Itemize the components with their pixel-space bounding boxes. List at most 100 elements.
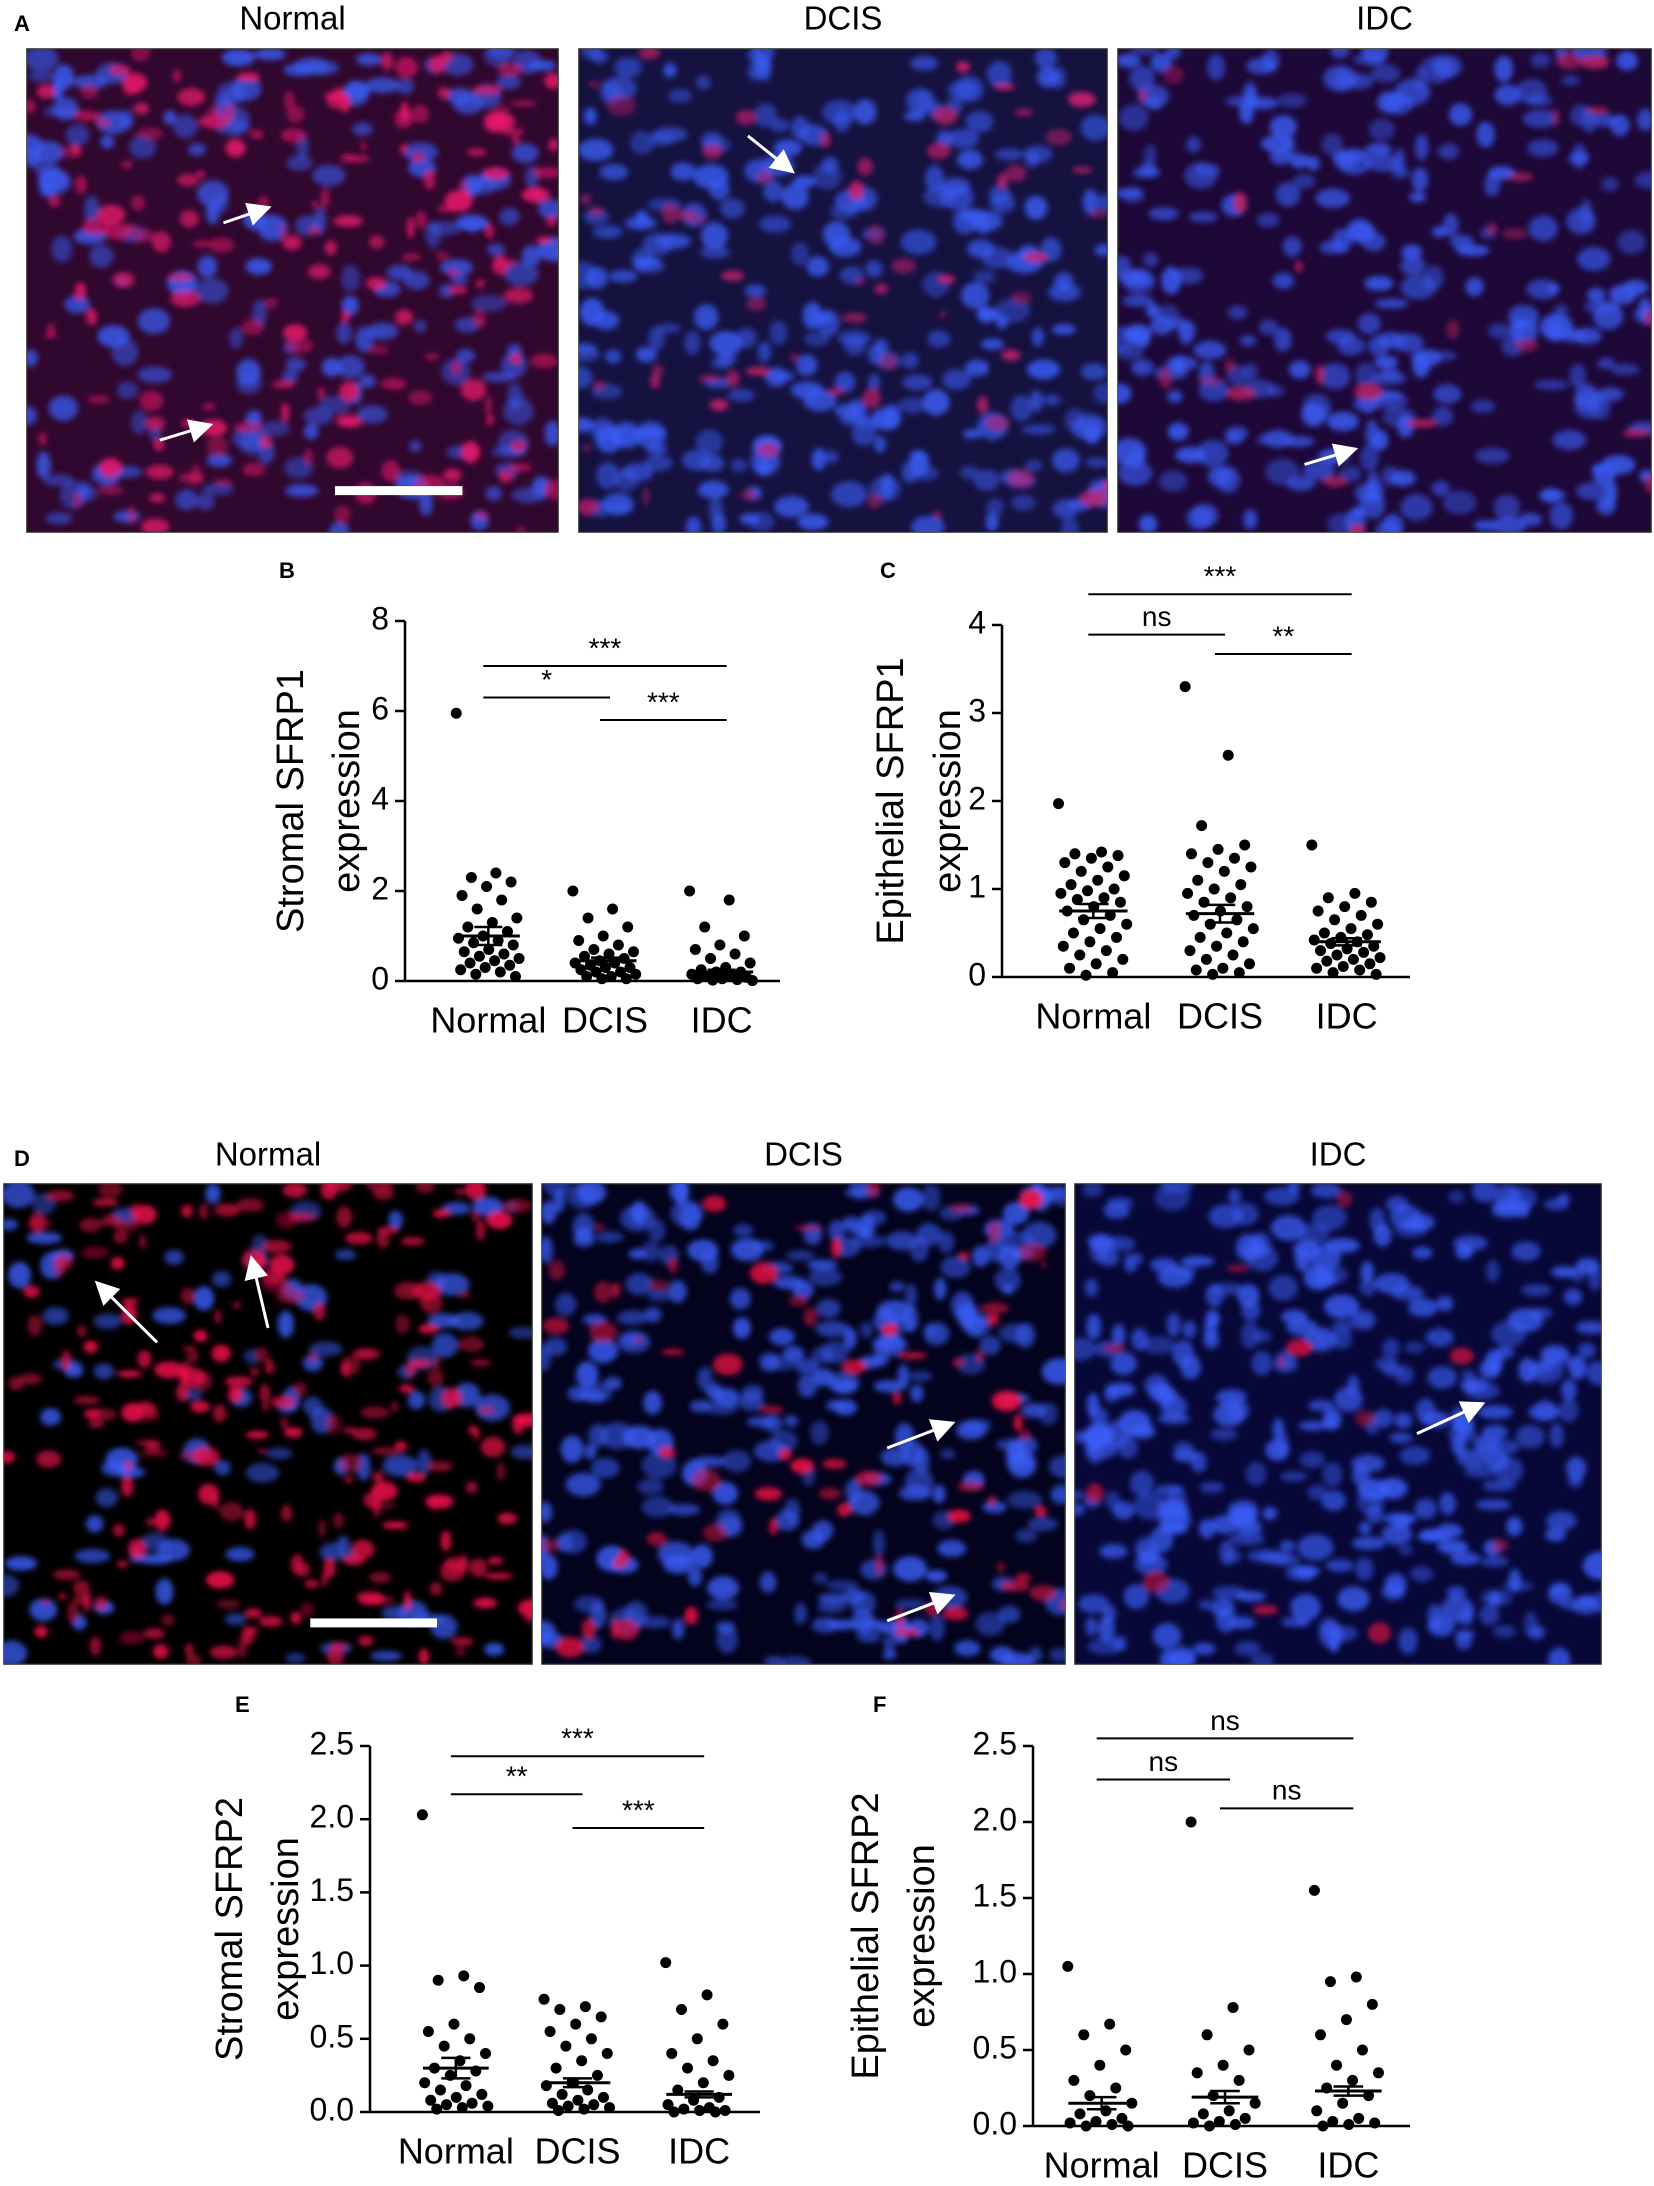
stain	[182, 1365, 189, 1385]
stain	[530, 353, 558, 369]
stain	[756, 442, 780, 458]
scale-bar	[334, 486, 463, 496]
stain	[293, 1381, 307, 1397]
stain	[1277, 1355, 1285, 1369]
nucleus	[1391, 333, 1424, 353]
nucleus	[1130, 49, 1159, 56]
stain	[271, 380, 296, 388]
nucleus	[336, 355, 365, 379]
arrow	[159, 419, 214, 443]
nucleus	[1539, 488, 1563, 503]
stain	[59, 1592, 66, 1601]
stain	[873, 283, 889, 295]
nucleus	[93, 1363, 115, 1380]
stain	[613, 1559, 623, 1569]
arrow	[1304, 443, 1359, 467]
nucleus	[693, 164, 729, 190]
nucleus	[834, 371, 856, 393]
nucleus	[1075, 1337, 1096, 1361]
nucleus	[225, 1547, 255, 1562]
image-title: Normal	[239, 0, 345, 37]
data-point	[596, 973, 608, 985]
nucleus	[155, 1578, 174, 1605]
nucleus	[1010, 394, 1033, 422]
stain	[140, 518, 170, 532]
nucleus	[850, 1184, 869, 1200]
data-point	[438, 2040, 450, 2052]
data-point	[450, 2091, 462, 2103]
stain	[333, 215, 364, 228]
data-point	[1317, 2120, 1329, 2132]
stain	[128, 1538, 147, 1559]
nucleus	[1182, 1320, 1197, 1339]
nucleus	[1167, 422, 1189, 441]
nucleus	[137, 308, 171, 335]
nucleus	[648, 326, 665, 351]
panel-letter: E	[235, 1692, 250, 1717]
stain	[487, 1556, 504, 1565]
data-point	[441, 2099, 453, 2111]
stain	[593, 381, 606, 390]
stain	[1252, 1604, 1279, 1615]
nucleus	[1251, 1350, 1273, 1376]
nucleus	[1085, 457, 1107, 468]
nucleus	[1118, 460, 1153, 486]
nucleus	[957, 149, 984, 170]
stain	[996, 1561, 1005, 1573]
stain	[952, 1357, 965, 1367]
nucleus	[48, 395, 78, 421]
nucleus	[285, 357, 306, 372]
nucleus	[253, 49, 286, 61]
data-point	[1071, 894, 1083, 906]
stain	[467, 148, 487, 156]
nucleus	[1038, 1402, 1058, 1426]
nucleus	[1333, 150, 1356, 170]
nucleus	[367, 322, 399, 340]
data-point	[434, 2084, 446, 2096]
nucleus	[773, 139, 802, 157]
stain	[181, 1287, 195, 1305]
nucleus	[217, 81, 247, 97]
nucleus	[699, 245, 731, 259]
nucleus	[221, 49, 255, 67]
stain	[341, 310, 350, 323]
nucleus	[940, 177, 971, 196]
nucleus	[52, 97, 79, 121]
data-point	[1349, 887, 1361, 899]
data-point	[1096, 846, 1108, 858]
nucleus	[631, 248, 653, 272]
stain	[102, 1214, 122, 1223]
nucleus	[407, 1390, 426, 1410]
nucleus	[245, 1462, 280, 1483]
stain	[440, 50, 453, 63]
stain	[589, 1321, 618, 1343]
arrow	[244, 1254, 270, 1329]
stain	[113, 1230, 128, 1244]
nucleus	[1138, 1548, 1161, 1565]
stain	[933, 106, 958, 125]
nucleus	[1358, 1521, 1372, 1535]
nucleus	[1209, 1282, 1245, 1296]
stain	[803, 1307, 818, 1327]
stain	[318, 1518, 326, 1539]
stain	[372, 1471, 384, 1483]
nucleus	[157, 1539, 190, 1561]
stain	[121, 1403, 146, 1422]
stain	[1198, 375, 1223, 386]
nucleus	[1322, 1462, 1343, 1488]
nucleus	[1021, 424, 1056, 435]
nucleus	[27, 349, 38, 367]
nucleus	[642, 1240, 660, 1263]
stain	[216, 1599, 240, 1609]
stain	[249, 129, 264, 140]
nucleus	[608, 269, 638, 283]
nucleus	[1002, 1202, 1030, 1225]
data-point	[1179, 681, 1191, 693]
stain	[136, 127, 164, 139]
data-point	[1365, 896, 1377, 908]
nucleus	[954, 1640, 981, 1657]
stain	[112, 1523, 125, 1537]
stain	[74, 281, 87, 301]
data-point	[1080, 2120, 1092, 2132]
nucleus	[303, 407, 333, 426]
